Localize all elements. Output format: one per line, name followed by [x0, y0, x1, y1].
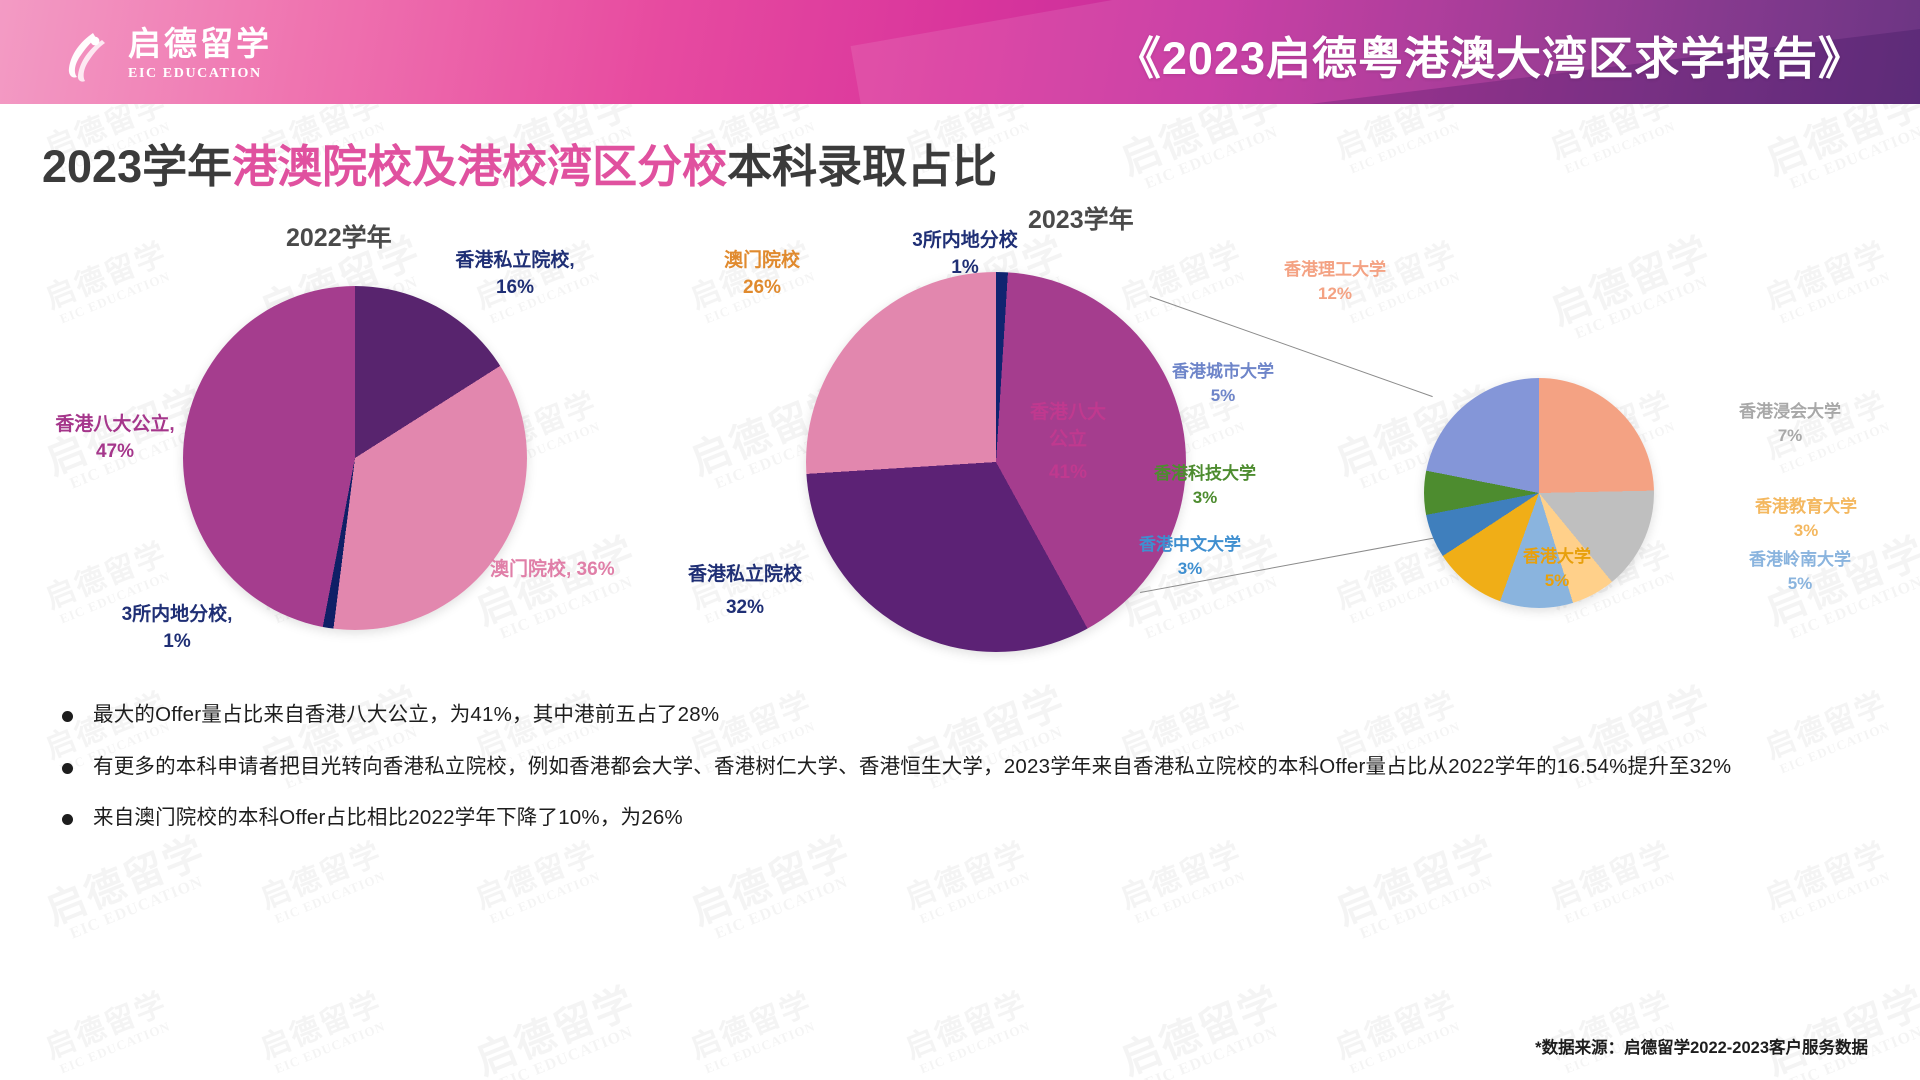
bullet-dot-icon	[62, 762, 73, 774]
hk8-label-cityu: 香港城市大学 5%	[1128, 360, 1318, 408]
label-name: 香港私立院校	[687, 564, 802, 585]
bullet-list: 最大的Offer量占比来自香港八大公立，为41%，其中港前五占了28% 有更多的本…	[62, 700, 1862, 855]
pie2022-label-hk-private: 香港私立院校, 16%	[400, 248, 630, 302]
label-value: 41%	[1048, 461, 1088, 483]
label-value: 3%	[1793, 521, 1819, 541]
label-name-2: 公立	[1048, 428, 1087, 450]
label-value: 47%	[95, 440, 135, 462]
bullet-item: 最大的Offer量占比来自香港八大公立，为41%，其中港前五占了28%	[62, 700, 1862, 730]
logo-text-en: EIC EDUCATION	[128, 66, 262, 81]
label-value: 12%	[1317, 284, 1353, 304]
pie2023-label-hk-private: 香港私立院校 32%	[640, 562, 850, 622]
hk8-label-hku: 香港大学 5%	[1477, 545, 1637, 593]
pie-chart-2022	[183, 286, 527, 630]
label-name: 香港中文大学	[1139, 535, 1241, 554]
label-name: 澳门院校	[723, 250, 800, 271]
label-name: 香港岭南大学	[1749, 550, 1851, 569]
hk8-label-hkbu: 香港浸会大学 7%	[1700, 400, 1880, 448]
pie2022-label-hk8-public: 香港八大公立, 47%	[20, 412, 210, 466]
title-segment-3: 本科录取占比	[727, 141, 998, 192]
label-value: 16%	[495, 276, 535, 298]
label-value: 32%	[725, 596, 765, 618]
title-segment-highlight: 港澳院校及港校湾区分校	[232, 141, 728, 192]
pie2022-label-macau: 澳门院校, 36%	[490, 557, 615, 584]
label-value: 7%	[1777, 426, 1803, 446]
title-segment-1: 2023学年	[42, 141, 233, 192]
report-title: 《2023启德粤港澳大湾区求学报告》	[1115, 33, 1864, 84]
data-source-note: *数据来源：启德留学2022-2023客户服务数据	[1535, 1039, 1868, 1057]
bullet-text: 有更多的本科申请者把目光转向香港私立院校，例如香港都会大学、香港树仁大学、香港恒…	[93, 754, 1732, 778]
hk8-label-lingnan: 香港岭南大学 5%	[1710, 548, 1890, 596]
label-name: 香港城市大学	[1172, 362, 1274, 381]
pie2023-label-hk8-public: 香港八大 公立 41%	[1003, 400, 1133, 487]
hk8-label-polyu: 香港理工大学 12%	[1235, 258, 1435, 306]
pie2023-label-mainland-branches: 3所内地分校 1%	[855, 228, 1075, 282]
brand-logo: 启德留学 EIC EDUCATION	[60, 27, 272, 82]
bullet-text: 来自澳门院校的本科Offer占比相比2022学年下降了10%，为26%	[93, 806, 683, 830]
label-name: 香港教育大学	[1755, 497, 1857, 516]
hk8-label-cuhk: 香港中文大学 3%	[1090, 533, 1290, 581]
label-name: 香港八大公立,	[55, 414, 175, 435]
label-text: 澳门院校, 36%	[490, 559, 615, 580]
label-name: 3所内地分校,	[121, 604, 233, 625]
label-value: 5%	[1210, 386, 1236, 406]
chart-caption-2023: 2023学年	[1028, 206, 1134, 234]
label-name: 香港大学	[1523, 547, 1591, 566]
page-title: 2023学年港澳院校及港校湾区分校本科录取占比	[42, 130, 997, 195]
label-name: 3所内地分校	[912, 230, 1018, 251]
hk8-label-hkust: 香港科技大学 3%	[1110, 462, 1300, 510]
label-name: 香港八大	[1029, 402, 1106, 423]
label-value: 5%	[1787, 574, 1813, 594]
header-banner: 启德留学 EIC EDUCATION 《2023启德粤港澳大湾区求学报告》	[0, 0, 1920, 104]
logo-text-cn: 启德留学	[128, 25, 272, 62]
label-name: 香港科技大学	[1154, 464, 1256, 483]
pie2022-label-mainland-branches: 3所内地分校, 1%	[82, 602, 272, 656]
label-value: 1%	[951, 256, 979, 278]
label-value: 3%	[1192, 488, 1218, 508]
bullet-text: 最大的Offer量占比来自香港八大公立，为41%，其中港前五占了28%	[93, 703, 720, 726]
label-value: 5%	[1544, 571, 1570, 591]
label-name: 香港私立院校,	[455, 250, 575, 271]
bullet-item: 有更多的本科申请者把目光转向香港私立院校，例如香港都会大学、香港树仁大学、香港恒…	[62, 752, 1862, 782]
bullet-dot-icon	[62, 814, 73, 826]
pie2023-label-macau: 澳门院校 26%	[672, 248, 852, 302]
label-name: 香港浸会大学	[1739, 402, 1841, 421]
pie-chart-2023	[806, 272, 1186, 652]
eic-swirl-logo-icon	[60, 28, 114, 82]
hk8-label-eduhk: 香港教育大学 3%	[1716, 495, 1896, 543]
bullet-dot-icon	[62, 711, 73, 722]
label-value: 3%	[1177, 559, 1203, 579]
bullet-item: 来自澳门院校的本科Offer占比相比2022学年下降了10%，为26%	[62, 803, 1862, 833]
chart-caption-2022: 2022学年	[286, 224, 392, 252]
label-value: 26%	[742, 276, 782, 298]
label-name: 香港理工大学	[1284, 260, 1386, 279]
pie-chart-hk8-breakdown	[1424, 378, 1654, 608]
label-value: 1%	[163, 630, 191, 652]
